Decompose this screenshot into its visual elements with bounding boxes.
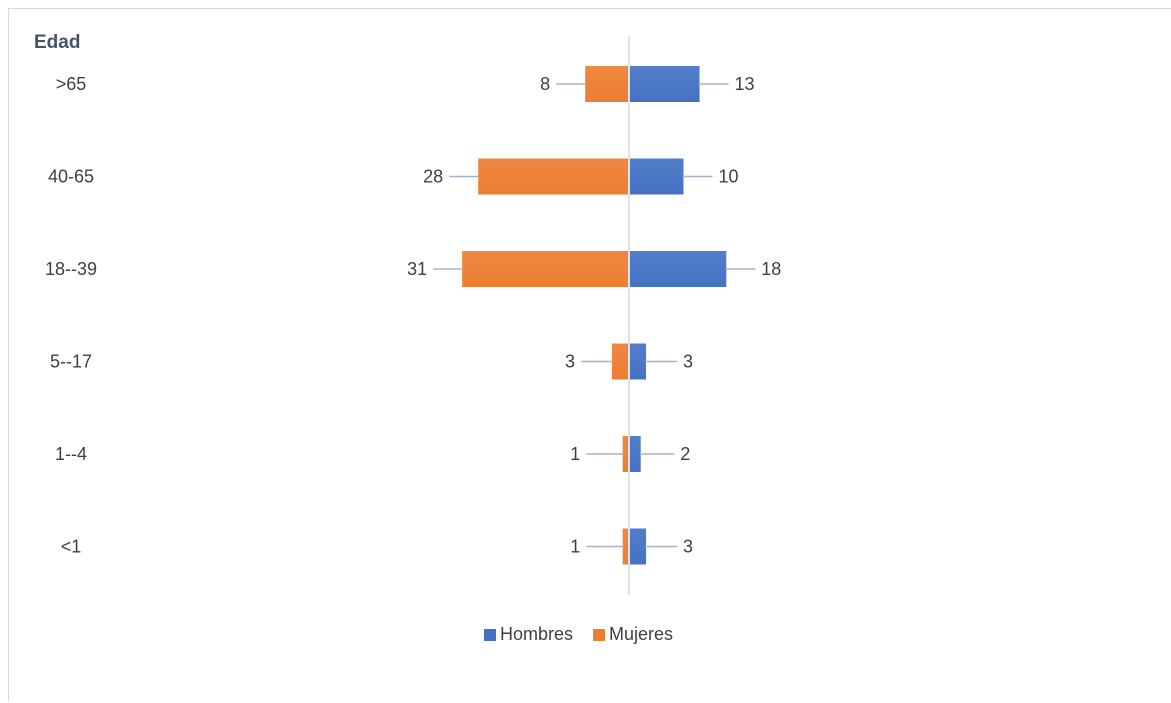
bar-mujeres bbox=[622, 528, 628, 565]
category-label: <1 bbox=[61, 537, 82, 557]
data-label-hombres: 2 bbox=[680, 444, 690, 464]
data-label-mujeres: 1 bbox=[570, 444, 580, 464]
category-label: 18--39 bbox=[45, 259, 97, 279]
data-label-hombres: 18 bbox=[761, 259, 781, 279]
bar-mujeres bbox=[622, 436, 628, 472]
bar-hombres bbox=[630, 251, 727, 287]
bar-mujeres bbox=[462, 251, 628, 287]
data-label-mujeres: 8 bbox=[540, 74, 550, 94]
data-label-hombres: 3 bbox=[683, 352, 693, 372]
axis-title: Edad bbox=[34, 32, 80, 53]
data-label-mujeres: 31 bbox=[407, 259, 427, 279]
legend-swatch bbox=[593, 629, 606, 641]
data-label-mujeres: 1 bbox=[570, 537, 580, 557]
legend: Hombres Mujeres bbox=[484, 624, 673, 644]
legend-swatch bbox=[484, 629, 496, 641]
category-label: >65 bbox=[56, 74, 87, 94]
data-label-hombres: 13 bbox=[735, 74, 755, 94]
category-label: 40-65 bbox=[48, 167, 94, 187]
bar-mujeres bbox=[478, 158, 628, 195]
data-label-hombres: 3 bbox=[683, 537, 693, 557]
chart-frame: Edad >65 13 8 40-65 10 28 18--39 18 31 5--17 3 3 1--… bbox=[8, 8, 1171, 702]
bar-mujeres bbox=[611, 343, 628, 380]
data-label-mujeres: 28 bbox=[423, 167, 443, 187]
category-label: 5--17 bbox=[50, 352, 92, 372]
data-label-mujeres: 3 bbox=[565, 352, 575, 372]
legend-label: Hombres bbox=[500, 624, 573, 644]
category-label: 1--4 bbox=[55, 444, 87, 464]
bar-hombres bbox=[630, 66, 700, 102]
bar-hombres bbox=[630, 528, 647, 565]
bar-hombres bbox=[630, 343, 647, 380]
bar-hombres bbox=[630, 436, 641, 472]
bar-mujeres bbox=[585, 66, 628, 102]
legend-label: Mujeres bbox=[609, 624, 673, 644]
data-label-hombres: 10 bbox=[719, 167, 739, 187]
bar-hombres bbox=[630, 158, 684, 195]
